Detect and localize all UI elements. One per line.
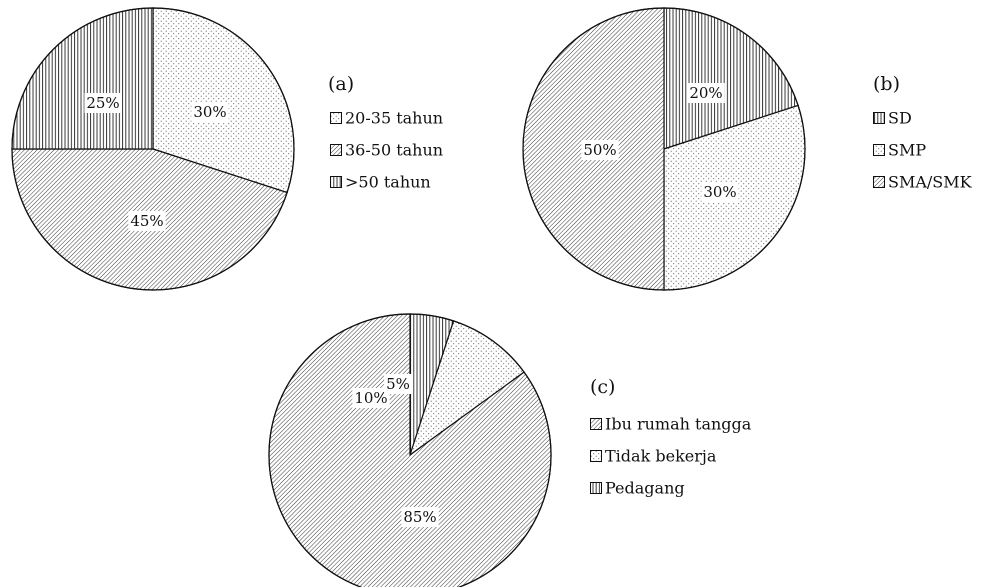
slice-value-label-background bbox=[701, 182, 739, 202]
legend-entry: Pedagang bbox=[605, 479, 685, 498]
legend-swatch bbox=[590, 450, 602, 462]
panel-label: (b) bbox=[873, 73, 900, 95]
legend-swatch bbox=[873, 176, 885, 188]
slice-value-label-background bbox=[128, 211, 166, 231]
slice-value-label: 45% bbox=[130, 212, 163, 230]
legend-swatch bbox=[330, 112, 342, 124]
legend-swatch bbox=[873, 112, 885, 124]
legend-entry: Ibu rumah tangga bbox=[605, 415, 752, 434]
panel-label: (c) bbox=[590, 376, 615, 398]
pie-chart-c: 85% 10%5% (c) Ibu rumah tangga Tidak bekerja… bbox=[268, 313, 752, 587]
pie-outline bbox=[268, 313, 552, 587]
legend-swatch bbox=[873, 144, 885, 156]
slice-value-label: 30% bbox=[193, 103, 226, 121]
legend-entry: SMP bbox=[888, 141, 926, 160]
legend-swatch bbox=[330, 144, 342, 156]
legend: 20-35 tahun 36-50 tahun >50 tahun bbox=[330, 109, 443, 192]
legend-entry: 36-50 tahun bbox=[345, 141, 443, 160]
legend-entry: SMA/SMK bbox=[888, 173, 973, 192]
slice-value-label-background bbox=[191, 102, 229, 122]
legend-swatch bbox=[590, 418, 602, 430]
slice-value-label-background bbox=[401, 507, 439, 527]
legend-swatch bbox=[590, 482, 602, 494]
legend-entry: SD bbox=[888, 109, 912, 128]
pie-outline bbox=[11, 7, 295, 291]
legend-entry: 20-35 tahun bbox=[345, 109, 443, 128]
slice-value-label: 25% bbox=[86, 94, 119, 112]
legend: Ibu rumah tangga Tidak bekerja Pedagang bbox=[590, 415, 752, 498]
pie-slice-50-tahun bbox=[11, 7, 154, 150]
slice-value-label-background bbox=[384, 374, 412, 394]
slice-value-label-background bbox=[84, 93, 122, 113]
slice-value-label: 85% bbox=[403, 508, 436, 526]
slice-value-label: 30% bbox=[703, 183, 736, 201]
legend: SD SMP SMA/SMK bbox=[873, 109, 973, 192]
slice-value-label-background bbox=[352, 388, 390, 408]
pie-chart-b: 20% 30% 50% (b) SD SMP SMA/SMK bbox=[522, 7, 973, 291]
slice-value-label: 50% bbox=[583, 141, 616, 159]
slice-value-label-background bbox=[687, 83, 725, 103]
slice-value-label-background bbox=[581, 140, 619, 160]
panel-label: (a) bbox=[328, 73, 354, 95]
legend-entry: >50 tahun bbox=[345, 173, 431, 192]
slice-value-label: 10% bbox=[354, 389, 387, 407]
pie-chart-a: 30% 45% 25% (a) 20-35 tahun 36-50 tahun >50 ta… bbox=[11, 7, 443, 291]
slice-value-label: 20% bbox=[689, 84, 722, 102]
pie-outline bbox=[522, 7, 806, 291]
legend-entry: Tidak bekerja bbox=[605, 447, 717, 466]
legend-swatch bbox=[330, 176, 342, 188]
slice-value-label: 5% bbox=[386, 375, 410, 393]
